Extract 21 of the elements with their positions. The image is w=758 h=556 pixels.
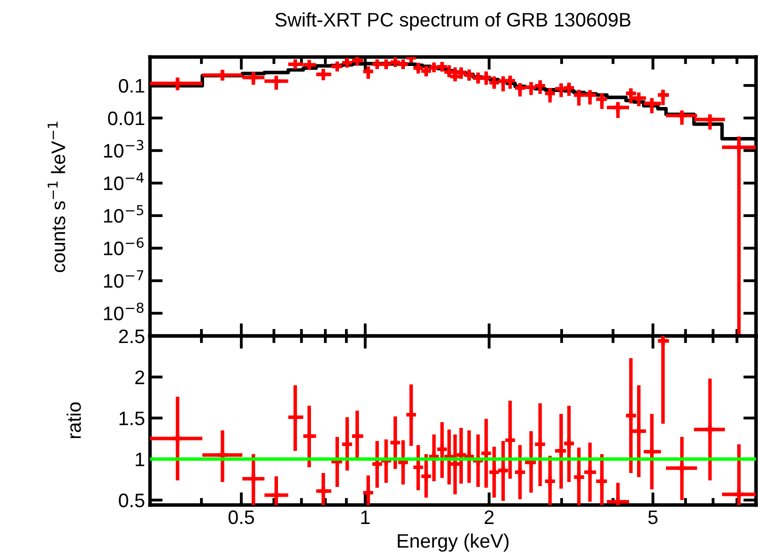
y-tick-label: 0.1 bbox=[118, 78, 144, 93]
y-tick-label: 0.5 bbox=[118, 494, 144, 508]
y-tick-label: 0.01 bbox=[108, 111, 144, 126]
y-tick-label: 10$^{−7}$ bbox=[104, 270, 144, 288]
y-tick-label: 10$^{−6}$ bbox=[104, 238, 144, 256]
x-axis-title: Energy (keV) bbox=[398, 534, 509, 552]
y-tick-label: 1 bbox=[136, 452, 144, 466]
x-tick-label: 2 bbox=[484, 510, 494, 524]
x-tick-label: 0.5 bbox=[228, 510, 254, 524]
x-tick-label: 1 bbox=[361, 510, 370, 524]
y-tick-label: 2 bbox=[135, 370, 144, 384]
chart-title: Swift-XRT PC spectrum of GRB 130609B bbox=[275, 12, 630, 30]
y-axis-title: counts s$^{−1}$ keV$^{−1}$ bbox=[48, 122, 66, 272]
y-tick-label: 10$^{−8}$ bbox=[104, 302, 144, 320]
y-tick-label: 10$^{−3}$ bbox=[104, 140, 144, 158]
x-tick-label: 5 bbox=[648, 510, 658, 524]
y-tick-label: 1.5 bbox=[120, 412, 144, 426]
y-tick-label: 10$^{−5}$ bbox=[104, 205, 144, 223]
y-tick-label: 2.5 bbox=[119, 329, 144, 344]
y-tick-label: 10$^{−4}$ bbox=[104, 172, 144, 190]
y-axis-title: ratio bbox=[66, 402, 81, 438]
